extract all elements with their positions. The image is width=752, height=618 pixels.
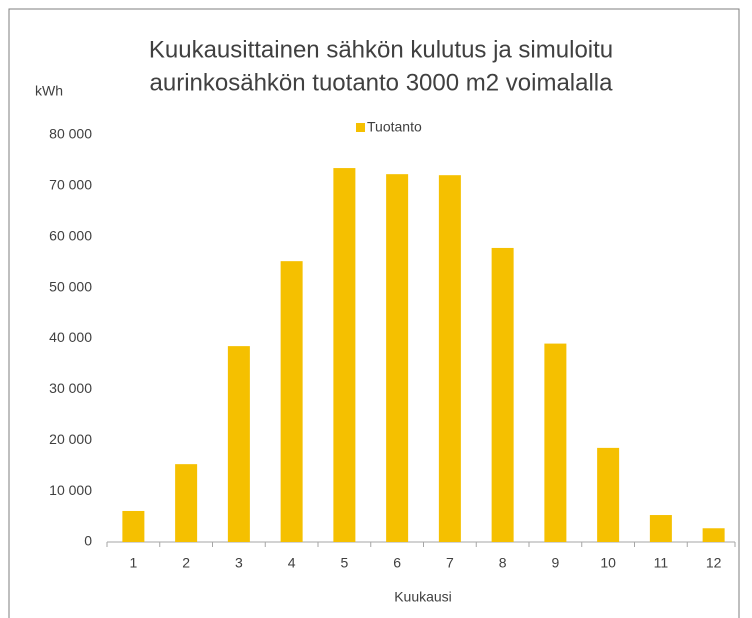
bar bbox=[491, 247, 514, 542]
y-tick-label: 60 000 bbox=[49, 227, 92, 243]
legend-swatch bbox=[356, 123, 365, 132]
bar bbox=[227, 346, 250, 542]
bar bbox=[122, 510, 145, 542]
bar bbox=[280, 261, 303, 542]
x-tick-label: 1 bbox=[129, 555, 137, 571]
y-tick-label: 20 000 bbox=[49, 431, 92, 447]
y-axis-label: kWh bbox=[35, 83, 63, 99]
y-tick-label: 30 000 bbox=[49, 380, 92, 396]
x-tick-label: 2 bbox=[182, 555, 190, 571]
legend-label: Tuotanto bbox=[367, 119, 422, 135]
y-tick-label: 80 000 bbox=[49, 126, 92, 142]
y-tick-label: 70 000 bbox=[49, 177, 92, 193]
x-tick-label: 6 bbox=[393, 555, 401, 571]
x-tick-label: 9 bbox=[551, 555, 559, 571]
x-tick-label: 11 bbox=[654, 555, 669, 571]
x-tick-label: 8 bbox=[499, 555, 507, 571]
x-tick-label: 4 bbox=[288, 555, 296, 571]
x-tick-label: 10 bbox=[600, 555, 616, 571]
bar bbox=[544, 343, 567, 542]
y-tick-label: 0 bbox=[84, 533, 92, 549]
bar bbox=[597, 447, 620, 542]
x-tick-label: 7 bbox=[446, 555, 454, 571]
x-axis-label: Kuukausi bbox=[394, 589, 452, 605]
bar bbox=[702, 528, 725, 542]
y-tick-label: 40 000 bbox=[49, 329, 92, 345]
x-tick-label: 3 bbox=[235, 555, 243, 571]
chart-frame bbox=[8, 8, 740, 618]
bar bbox=[438, 175, 461, 542]
bar bbox=[333, 168, 356, 542]
chart-title: aurinkosähkön tuotanto 3000 m2 voimalall… bbox=[150, 69, 614, 96]
bar bbox=[175, 464, 198, 542]
bar bbox=[386, 174, 409, 542]
x-tick-label: 12 bbox=[706, 555, 722, 571]
y-tick-label: 10 000 bbox=[49, 482, 92, 498]
chart-title: Kuukausittainen sähkön kulutus ja simulo… bbox=[149, 36, 613, 63]
bar bbox=[649, 515, 672, 542]
y-tick-label: 50 000 bbox=[49, 278, 92, 294]
x-tick-label: 5 bbox=[340, 555, 348, 571]
